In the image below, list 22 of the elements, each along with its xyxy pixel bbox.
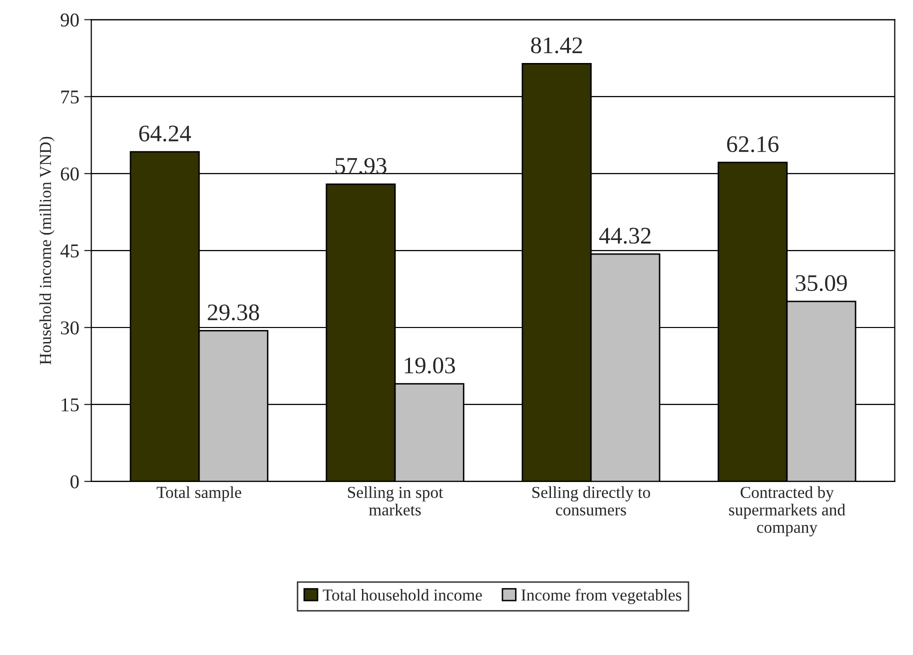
data-label: 29.38	[208, 304, 260, 320]
data-label: 19.03	[404, 358, 455, 374]
y-tick-label: 75	[61, 90, 79, 104]
y-tick-label: 0	[70, 475, 79, 488]
legend-label: Income from vegetables	[521, 588, 682, 604]
data-label: 62.16	[727, 136, 779, 152]
x-tick-label: Selling in spot markets	[348, 486, 444, 516]
data-label: 35.09	[796, 275, 847, 292]
data-label: 64.24	[139, 126, 191, 142]
x-tick-label: Total sample	[156, 486, 242, 502]
y-tick-label: 45	[60, 244, 79, 258]
y-axis-title: Household income (million VND)	[39, 136, 54, 364]
x-tick-label: Contracted by supermarkets and company	[729, 486, 846, 536]
data-label: 57.93	[336, 158, 386, 174]
data-label: 81.42	[531, 37, 582, 54]
x-tick-label: Selling directly to consumers	[532, 486, 650, 516]
y-tick-label: 90	[60, 13, 79, 27]
legend-label: Total household income	[322, 588, 482, 601]
y-tick-label: 30	[60, 321, 79, 334]
y-tick-label: 15	[62, 398, 79, 412]
y-tick-label: 60	[60, 167, 79, 181]
data-label: 44.32	[599, 228, 651, 244]
